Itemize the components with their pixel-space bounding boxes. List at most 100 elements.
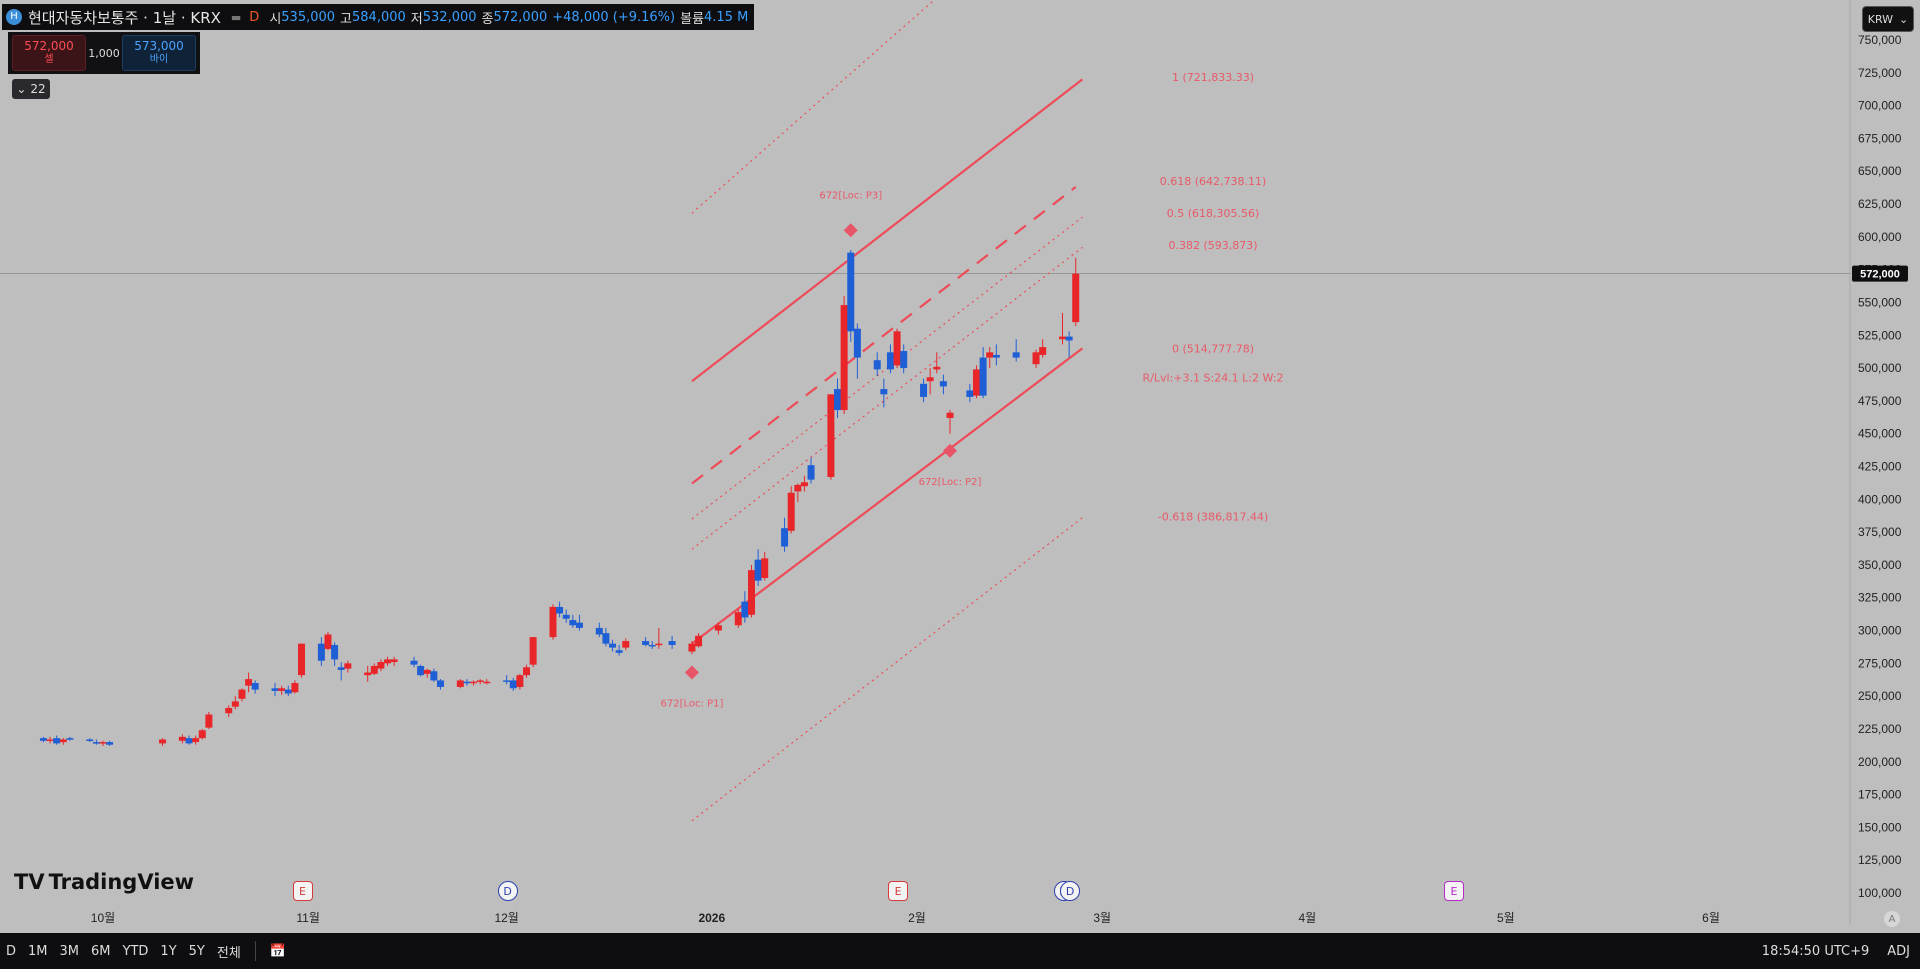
candle	[337, 662, 345, 681]
adj-toggle[interactable]: ADJ	[1887, 943, 1910, 959]
candle-body	[602, 633, 610, 644]
candle-body	[205, 714, 213, 728]
range-button-1y[interactable]: 1Y	[160, 943, 177, 959]
pivot-label: 672[Loc: P1]	[661, 699, 724, 710]
candle	[787, 486, 795, 534]
bottom-right-info: 18:54:50 UTC+9 ADJ	[1762, 944, 1910, 959]
candle-body	[1039, 347, 1047, 355]
buy-button[interactable]: 573,000 바이	[122, 35, 196, 71]
earnings-event-icon[interactable]: E	[292, 881, 313, 901]
pivot-marker	[843, 223, 858, 238]
open-value: 535,000	[281, 9, 336, 25]
candle	[926, 368, 934, 395]
candle-body	[900, 351, 908, 369]
dividend-event-icon[interactable]: D	[497, 881, 518, 901]
x-tick-label: 5월	[1497, 911, 1515, 925]
range-button-3m[interactable]: 3M	[59, 943, 80, 959]
candle-body	[410, 660, 418, 665]
earnings-event-icon[interactable]: E	[888, 881, 909, 901]
x-tick-label: 3월	[1093, 911, 1111, 925]
candle-body	[317, 643, 325, 661]
candle-body	[754, 559, 762, 581]
candle	[509, 677, 517, 691]
candle-body	[986, 352, 994, 358]
y-tick-label: 500,000	[1858, 361, 1902, 375]
range-button-5y[interactable]: 5Y	[188, 943, 205, 959]
candle-body	[251, 683, 259, 690]
tradingview-logo[interactable]: 𝗧𝗩 TradingView	[14, 870, 194, 894]
y-tick-label: 425,000	[1858, 460, 1902, 474]
candle	[622, 638, 630, 651]
candle-body	[734, 612, 742, 626]
candle-body	[523, 667, 531, 676]
candle	[827, 394, 835, 480]
range-button-6m[interactable]: 6M	[91, 943, 111, 959]
candle	[364, 665, 372, 682]
candle	[556, 601, 564, 618]
low-value: 532,000	[422, 9, 477, 25]
earnings-event-icon[interactable]: E	[1443, 881, 1464, 901]
candle-body	[794, 484, 802, 492]
candle	[966, 383, 974, 403]
auto-scale-button[interactable]: A	[1884, 911, 1900, 927]
candle-body	[549, 606, 557, 638]
candle	[516, 673, 524, 690]
candle-body	[800, 482, 808, 487]
candle-body	[106, 742, 114, 745]
candle-body	[529, 637, 537, 665]
candle	[456, 679, 464, 689]
channel-lower-line	[691, 347, 1084, 645]
y-tick-label: 200,000	[1858, 755, 1902, 769]
range-button-d[interactable]: D	[6, 943, 17, 959]
candle	[920, 378, 928, 403]
candle	[807, 457, 815, 484]
range-button-ytd[interactable]: YTD	[122, 943, 149, 959]
candle	[86, 738, 94, 743]
calendar-icon[interactable]: 📅	[269, 943, 286, 959]
candle-body	[695, 635, 703, 647]
sell-button[interactable]: 572,000 셀	[12, 35, 86, 71]
symbol-header[interactable]: H 현대자동차보통주 · 1날 · KRX ▬ D 시 535,000 고 584,…	[2, 4, 755, 30]
fib-level-label: R/Lvl:+3.1 S:24.1 L:2 W:2	[1143, 371, 1284, 384]
candle	[794, 483, 802, 502]
candle-body	[668, 641, 676, 645]
dividend-event-icon[interactable]: D	[1060, 881, 1081, 901]
candle-body	[1032, 352, 1040, 365]
candle	[39, 736, 47, 743]
candle-body	[59, 739, 67, 743]
symbol-name[interactable]: 현대자동차보통주 · 1날 · KRX	[28, 8, 221, 27]
range-button-1m[interactable]: 1M	[28, 943, 48, 959]
candle	[225, 705, 233, 718]
channel-upper-line	[691, 78, 1084, 383]
candle	[1072, 257, 1080, 327]
candle	[893, 328, 901, 369]
indicators-toggle-button[interactable]: ⌄ 22	[12, 79, 50, 99]
current-price-label: 572,000	[1860, 269, 1900, 281]
currency-select[interactable]: KRW ⌄	[1862, 6, 1914, 32]
candle	[1065, 331, 1073, 358]
y-tick-label: 750,000	[1858, 33, 1902, 47]
candle-body	[192, 738, 200, 743]
candle	[714, 622, 722, 635]
candle-body	[781, 528, 789, 547]
timeframe-badge[interactable]: D	[249, 9, 260, 25]
range-button-all[interactable]: 전체	[216, 945, 241, 961]
candle	[761, 551, 769, 581]
candle	[251, 680, 259, 694]
candle	[231, 696, 239, 710]
fib-upper-ext-line	[691, 0, 936, 214]
candle-body	[159, 739, 167, 744]
clock-time[interactable]: 18:54:50 UTC+9	[1761, 943, 1870, 959]
candle	[655, 627, 663, 649]
candle-body	[245, 679, 253, 686]
candle-body	[747, 570, 755, 615]
candle	[840, 295, 848, 415]
high-value: 584,000	[352, 9, 406, 25]
candle-body	[476, 680, 484, 682]
close-value: 572,000	[493, 9, 548, 25]
x-tick-label: 11월	[296, 911, 320, 925]
candle-body	[714, 625, 722, 631]
sell-price: 572,000	[24, 39, 74, 53]
candle	[648, 641, 656, 649]
